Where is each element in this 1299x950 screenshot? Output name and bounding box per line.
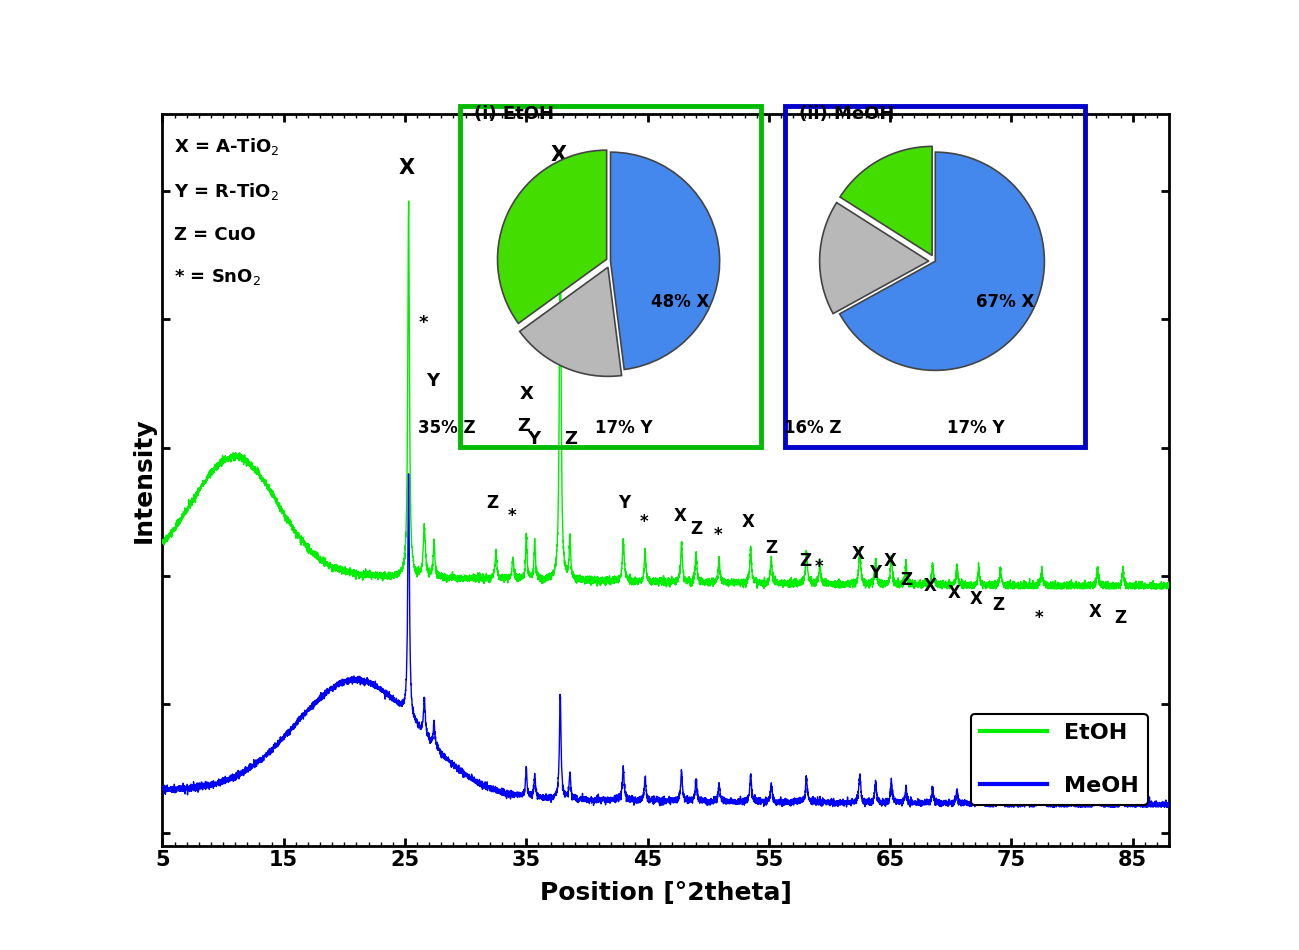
Text: *: * — [713, 526, 722, 544]
Text: X: X — [1089, 603, 1102, 621]
Text: X: X — [520, 385, 533, 403]
Text: X: X — [948, 583, 961, 601]
Text: *: * — [508, 506, 516, 524]
Text: X: X — [397, 158, 414, 179]
Text: 16% Z: 16% Z — [783, 420, 842, 437]
Text: *: * — [639, 513, 648, 531]
Text: Y: Y — [869, 564, 882, 582]
Text: 48% X: 48% X — [651, 294, 709, 312]
Text: *: * — [553, 191, 564, 210]
Text: X: X — [924, 578, 937, 596]
Text: Z: Z — [517, 417, 530, 435]
Wedge shape — [839, 152, 1044, 370]
Text: 35% Z: 35% Z — [418, 420, 475, 437]
Text: X = A-TiO$_2$

Y = R-TiO$_2$

Z = CuO

* = SnO$_2$: X = A-TiO$_2$ Y = R-TiO$_2$ Z = CuO * = … — [174, 136, 281, 287]
Text: Y: Y — [426, 371, 439, 389]
Text: (ii) MeOH: (ii) MeOH — [799, 105, 894, 124]
Text: *: * — [814, 558, 822, 576]
Text: 17% Y: 17% Y — [947, 420, 1005, 437]
Text: *: * — [418, 314, 427, 332]
Text: Z: Z — [900, 571, 912, 589]
Text: X: X — [551, 145, 568, 165]
Wedge shape — [840, 146, 933, 256]
Text: Z: Z — [765, 539, 777, 557]
Wedge shape — [520, 267, 622, 376]
Text: Z: Z — [690, 520, 703, 538]
Text: Z: Z — [992, 597, 1004, 615]
Text: Z: Z — [1115, 609, 1126, 627]
Text: Y: Y — [527, 429, 540, 447]
X-axis label: Position [°2theta]: Position [°2theta] — [540, 882, 791, 905]
Text: (i) EtOH: (i) EtOH — [474, 105, 555, 124]
Text: X: X — [674, 506, 687, 524]
Wedge shape — [611, 152, 720, 370]
Text: Y: Y — [618, 494, 630, 512]
Y-axis label: Intensity: Intensity — [131, 417, 156, 542]
Text: *: * — [1035, 609, 1043, 627]
Legend: EtOH, MeOH: EtOH, MeOH — [970, 714, 1148, 806]
Text: 17% Y: 17% Y — [595, 420, 653, 437]
Text: Z: Z — [799, 552, 812, 570]
Text: X: X — [883, 552, 896, 570]
Bar — [460, 105, 760, 446]
Text: Z: Z — [486, 494, 499, 512]
Text: X: X — [852, 545, 865, 563]
Text: X: X — [742, 513, 755, 531]
Text: Z: Z — [565, 429, 578, 447]
Text: X: X — [970, 590, 982, 608]
Text: 67% X: 67% X — [977, 294, 1034, 312]
Wedge shape — [820, 202, 929, 314]
Bar — [785, 105, 1085, 446]
Wedge shape — [498, 150, 607, 323]
